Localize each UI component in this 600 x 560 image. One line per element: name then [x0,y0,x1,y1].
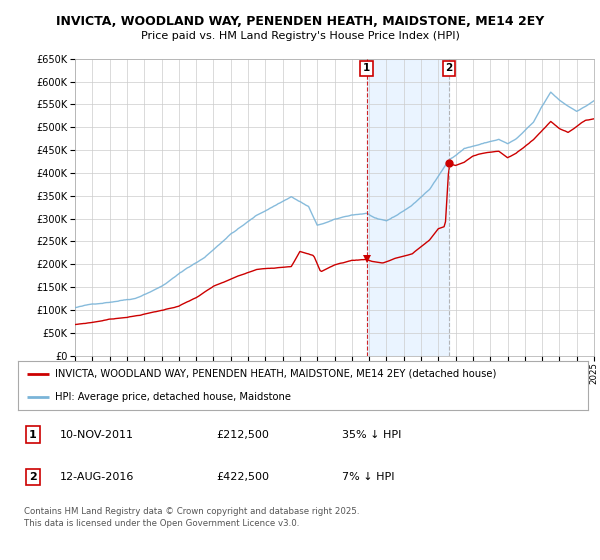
Text: INVICTA, WOODLAND WAY, PENENDEN HEATH, MAIDSTONE, ME14 2EY (detached house): INVICTA, WOODLAND WAY, PENENDEN HEATH, M… [55,369,496,379]
Text: 10-NOV-2011: 10-NOV-2011 [60,430,134,440]
Text: Price paid vs. HM Land Registry's House Price Index (HPI): Price paid vs. HM Land Registry's House … [140,31,460,41]
Text: 7% ↓ HPI: 7% ↓ HPI [342,472,395,482]
Text: 1: 1 [363,63,370,73]
Text: Contains HM Land Registry data © Crown copyright and database right 2025.
This d: Contains HM Land Registry data © Crown c… [24,507,359,528]
Bar [367,59,449,356]
Text: 2: 2 [29,472,37,482]
Text: 35% ↓ HPI: 35% ↓ HPI [342,430,401,440]
Text: 2: 2 [445,63,452,73]
Text: £212,500: £212,500 [216,430,269,440]
Text: £422,500: £422,500 [216,472,269,482]
Text: INVICTA, WOODLAND WAY, PENENDEN HEATH, MAIDSTONE, ME14 2EY: INVICTA, WOODLAND WAY, PENENDEN HEATH, M… [56,15,544,28]
Text: 1: 1 [29,430,37,440]
Text: HPI: Average price, detached house, Maidstone: HPI: Average price, detached house, Maid… [55,391,291,402]
Text: 12-AUG-2016: 12-AUG-2016 [60,472,134,482]
